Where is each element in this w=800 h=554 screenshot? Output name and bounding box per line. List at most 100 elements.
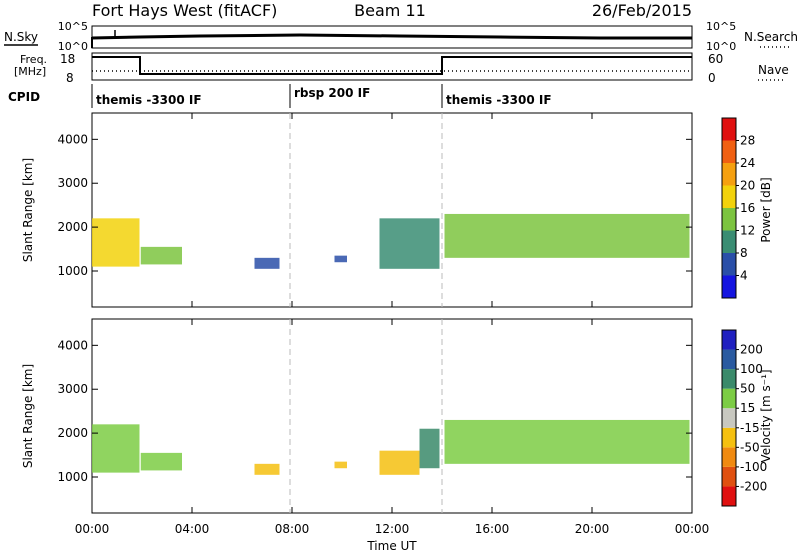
data-region	[444, 419, 690, 464]
cpid-segment-1: themis -3300 IF	[96, 93, 202, 107]
data-region	[379, 218, 440, 269]
colorbar-swatch	[722, 486, 736, 506]
freq-tick-top: 18	[60, 52, 75, 66]
frequency-line	[92, 56, 692, 75]
nave-label: Nave	[758, 63, 789, 77]
velocity-panel: 1000 2000 3000 4000 Slant Range [km]	[21, 318, 693, 514]
power-panel: 1000 2000 3000 4000 Slant Range [km]	[21, 112, 693, 308]
x-tick-label: 00:00	[675, 522, 710, 536]
noise-tick-bottom: 10^0	[58, 40, 88, 53]
power-y-label: Slant Range [km]	[21, 158, 35, 262]
noise-panel: N.Sky 10^5 10^0 10^5 10^0 N.Search	[4, 20, 798, 53]
y-tick-label: 3000	[57, 382, 88, 396]
colorbar-tick-label: 4	[740, 269, 748, 283]
noise-tick-top-right: 10^5	[706, 20, 736, 33]
colorbar-swatch	[722, 427, 736, 448]
velocity-colorbar-label: Velocity [m s⁻¹]	[759, 369, 773, 462]
colorbar-swatch	[722, 349, 736, 370]
colorbar-tick-label: -100	[740, 460, 767, 474]
x-tick-label: 20:00	[575, 522, 610, 536]
colorbar-swatch	[722, 369, 736, 389]
x-tick-label: 04:00	[175, 522, 210, 536]
x-tick-label: 08:00	[275, 522, 310, 536]
cpid-label: CPID	[8, 90, 40, 104]
x-tick-label: 16:00	[475, 522, 510, 536]
colorbar-swatch	[722, 466, 736, 487]
noise-sky-line	[91, 33, 692, 40]
colorbar-swatch	[722, 388, 736, 409]
cpid-segment-2: rbsp 200 IF	[294, 86, 370, 100]
freq-tick-bottom: 8	[66, 71, 74, 85]
colorbar-swatch	[722, 118, 736, 141]
cpid-segment-3: themis -3300 IF	[446, 93, 552, 107]
velocity-data	[92, 419, 690, 475]
colorbar-tick-label: 12	[740, 224, 755, 238]
y-tick-label: 1000	[57, 470, 88, 484]
frequency-panel: Freq. [MHz] 18 8 60 0 Nave	[14, 52, 789, 85]
colorbar-swatch	[722, 275, 736, 298]
data-region	[254, 463, 280, 475]
colorbar-swatch	[722, 140, 736, 163]
y-tick-label: 2000	[57, 426, 88, 440]
noise-right-label: N.Search	[744, 30, 798, 44]
colorbar-tick-label: -15	[740, 421, 760, 435]
data-region	[92, 424, 140, 473]
nave-tick-bottom: 0	[708, 71, 716, 85]
colorbar-swatch	[722, 447, 736, 467]
cpid-panel: CPID themis -3300 IF rbsp 200 IF themis …	[8, 84, 552, 108]
noise-tick-top: 10^5	[58, 20, 88, 33]
x-tick-label: 00:00	[75, 522, 110, 536]
station-title: Fort Hays West (fitACF)	[92, 1, 277, 20]
y-tick-label: 4000	[57, 132, 88, 146]
colorbar-tick-label: 28	[740, 134, 755, 148]
velocity-y-ticks: 1000 2000 3000 4000	[57, 338, 692, 484]
power-data	[92, 213, 690, 269]
colorbar-tick-label: -50	[740, 440, 760, 454]
colorbar-swatch	[722, 185, 736, 208]
time-axis-label: Time UT	[366, 539, 417, 553]
data-region	[419, 428, 440, 469]
velocity-y-label: Slant Range [km]	[21, 364, 35, 468]
velocity-colorbar: -200 -100 -50 -15 15 50 100 200	[721, 329, 767, 507]
colorbar-tick-label: 16	[740, 201, 755, 215]
colorbar-tick-label: 50	[740, 382, 755, 396]
freq-left-label-1: Freq.	[20, 53, 47, 66]
noise-left-label: N.Sky	[4, 30, 38, 44]
power-y-ticks: 1000 2000 3000 4000	[57, 132, 692, 278]
colorbar-swatch	[722, 230, 736, 253]
power-colorbar-label: Power [dB]	[759, 177, 773, 242]
colorbar-swatch	[722, 163, 736, 186]
colorbar-swatch	[722, 208, 736, 231]
nave-tick-top: 60	[708, 52, 723, 66]
noise-tick-bottom-right: 10^0	[706, 40, 736, 53]
colorbar-swatch	[722, 330, 736, 350]
data-region	[444, 213, 690, 258]
colorbar-tick-label: 20	[740, 179, 755, 193]
data-region	[140, 452, 182, 471]
y-tick-label: 2000	[57, 220, 88, 234]
x-tick-label: 12:00	[375, 522, 410, 536]
data-region	[379, 450, 420, 475]
colorbar-tick-label: -200	[740, 479, 767, 493]
colorbar-tick-label: 15	[740, 401, 755, 415]
data-region	[334, 461, 347, 469]
power-colorbar: 4 8 12 16 20 24 28	[721, 117, 755, 299]
time-axis: 00:00 04:00 08:00 12:00 16:00 20:00 00:00	[75, 113, 710, 536]
y-tick-label: 4000	[57, 338, 88, 352]
colorbar-swatch	[722, 253, 736, 276]
y-tick-label: 1000	[57, 264, 88, 278]
data-region	[334, 255, 347, 263]
colorbar-tick-label: 8	[740, 246, 748, 260]
colorbar-tick-label: 24	[740, 156, 755, 170]
colorbar-tick-label: 200	[740, 343, 763, 357]
data-region	[254, 257, 280, 269]
beam-title: Beam 11	[354, 1, 426, 20]
colorbar-tick-label: 100	[740, 362, 763, 376]
y-tick-label: 3000	[57, 176, 88, 190]
date-title: 26/Feb/2015	[592, 1, 692, 20]
freq-left-label-2: [MHz]	[14, 65, 46, 78]
data-region	[92, 218, 140, 267]
colorbar-swatch	[722, 408, 736, 428]
data-region	[140, 246, 182, 265]
